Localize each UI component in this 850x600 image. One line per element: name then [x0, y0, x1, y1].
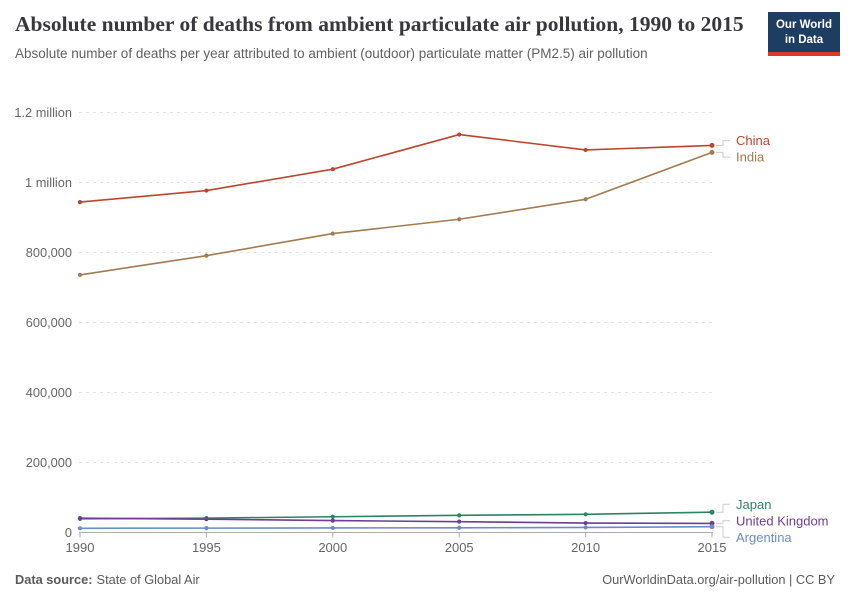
y-axis-tick-label: 800,000 — [26, 245, 72, 260]
series-line-japan[interactable] — [79, 511, 713, 520]
chart-footer: Data source: State of Global Air OurWorld… — [15, 572, 835, 587]
y-axis-tick-label: 1 million — [25, 175, 72, 190]
y-axis-tick-label: 600,000 — [26, 315, 72, 330]
series-point-china-2010 — [583, 147, 588, 153]
x-axis-tick-label: 2010 — [571, 540, 600, 555]
credit-link[interactable]: OurWorldinData.org/air-pollution | CC BY — [602, 572, 835, 587]
series-point-china-2015 — [709, 142, 715, 148]
series-point-japan-2005 — [457, 513, 462, 518]
series-point-argentina-2010 — [583, 525, 588, 530]
series-point-china-2005 — [457, 132, 462, 137]
series-point-japan-2015 — [709, 509, 715, 515]
series-line-china[interactable] — [79, 133, 713, 203]
series-point-china-1990 — [77, 200, 83, 205]
series-line-india[interactable] — [79, 151, 713, 276]
series-point-china-1995 — [204, 188, 209, 193]
series-line-united-kingdom[interactable] — [79, 517, 713, 525]
label-connector-japan — [716, 503, 730, 513]
y-axis-tick-label: 200,000 — [26, 455, 72, 470]
series-point-india-2015 — [709, 149, 715, 155]
series-point-argentina-1995 — [204, 526, 209, 531]
y-axis-tick-label: 0 — [65, 525, 72, 540]
series-label-united-kingdom[interactable]: United Kingdom — [736, 513, 829, 528]
chart-title: Absolute number of deaths from ambient p… — [15, 12, 744, 36]
series-point-argentina-2000 — [330, 525, 335, 531]
data-source: Data source: State of Global Air — [15, 572, 200, 587]
series-point-argentina-1990 — [77, 526, 83, 531]
chart-svg: 0 200,000 400,000 600,000 800,000 1 million 1.… — [14, 105, 829, 555]
series-label-india[interactable]: India — [736, 150, 765, 165]
series-line-argentina[interactable] — [79, 525, 713, 530]
series-point-india-1995 — [204, 253, 209, 258]
x-axis-tick-label: 2000 — [318, 540, 347, 555]
chart-header: Absolute number of deaths from ambient p… — [15, 10, 840, 61]
data-source-value: State of Global Air — [96, 572, 200, 587]
label-connector-china — [716, 140, 730, 146]
x-axis-tick-label: 2005 — [445, 540, 474, 555]
series-point-argentina-2005 — [457, 525, 462, 530]
x-axis-tick-label: 1995 — [192, 540, 221, 555]
owid-logo-line2: in Data — [784, 33, 824, 46]
series-label-japan[interactable]: Japan — [736, 497, 771, 512]
x-axis-tick-label: 2015 — [698, 540, 727, 555]
series-point-united-kingdom-1990 — [77, 516, 83, 521]
chart-subtitle: Absolute number of deaths per year attri… — [15, 46, 648, 62]
series-point-japan-2010 — [583, 512, 588, 517]
label-connector-argentina — [716, 526, 730, 538]
series-label-argentina[interactable]: Argentina — [736, 530, 792, 545]
y-axis-tick-label: 1.2 million — [14, 105, 72, 120]
data-source-label: Data source: — [15, 572, 93, 587]
series-point-china-2000 — [330, 167, 335, 172]
series-point-india-2010 — [583, 197, 588, 202]
series-point-united-kingdom-1995 — [204, 517, 209, 522]
series-point-india-1990 — [77, 272, 83, 277]
label-connector-united-kingdom — [716, 520, 730, 524]
owid-logo: Our World in Data — [767, 12, 840, 56]
series-point-united-kingdom-2005 — [457, 519, 462, 524]
series-point-india-2005 — [457, 217, 462, 222]
series-point-india-2000 — [330, 231, 335, 236]
series-point-japan-2000 — [330, 514, 335, 519]
series-point-united-kingdom-2000 — [330, 518, 335, 523]
x-axis-tick-label: 1990 — [66, 540, 95, 555]
series-label-china[interactable]: China — [736, 133, 771, 148]
y-axis-tick-label: 400,000 — [26, 385, 72, 400]
series-point-united-kingdom-2010 — [583, 520, 588, 526]
series-point-argentina-2015 — [709, 524, 715, 530]
label-connector-india — [716, 151, 730, 158]
owid-logo-line1: Our World — [775, 19, 832, 31]
